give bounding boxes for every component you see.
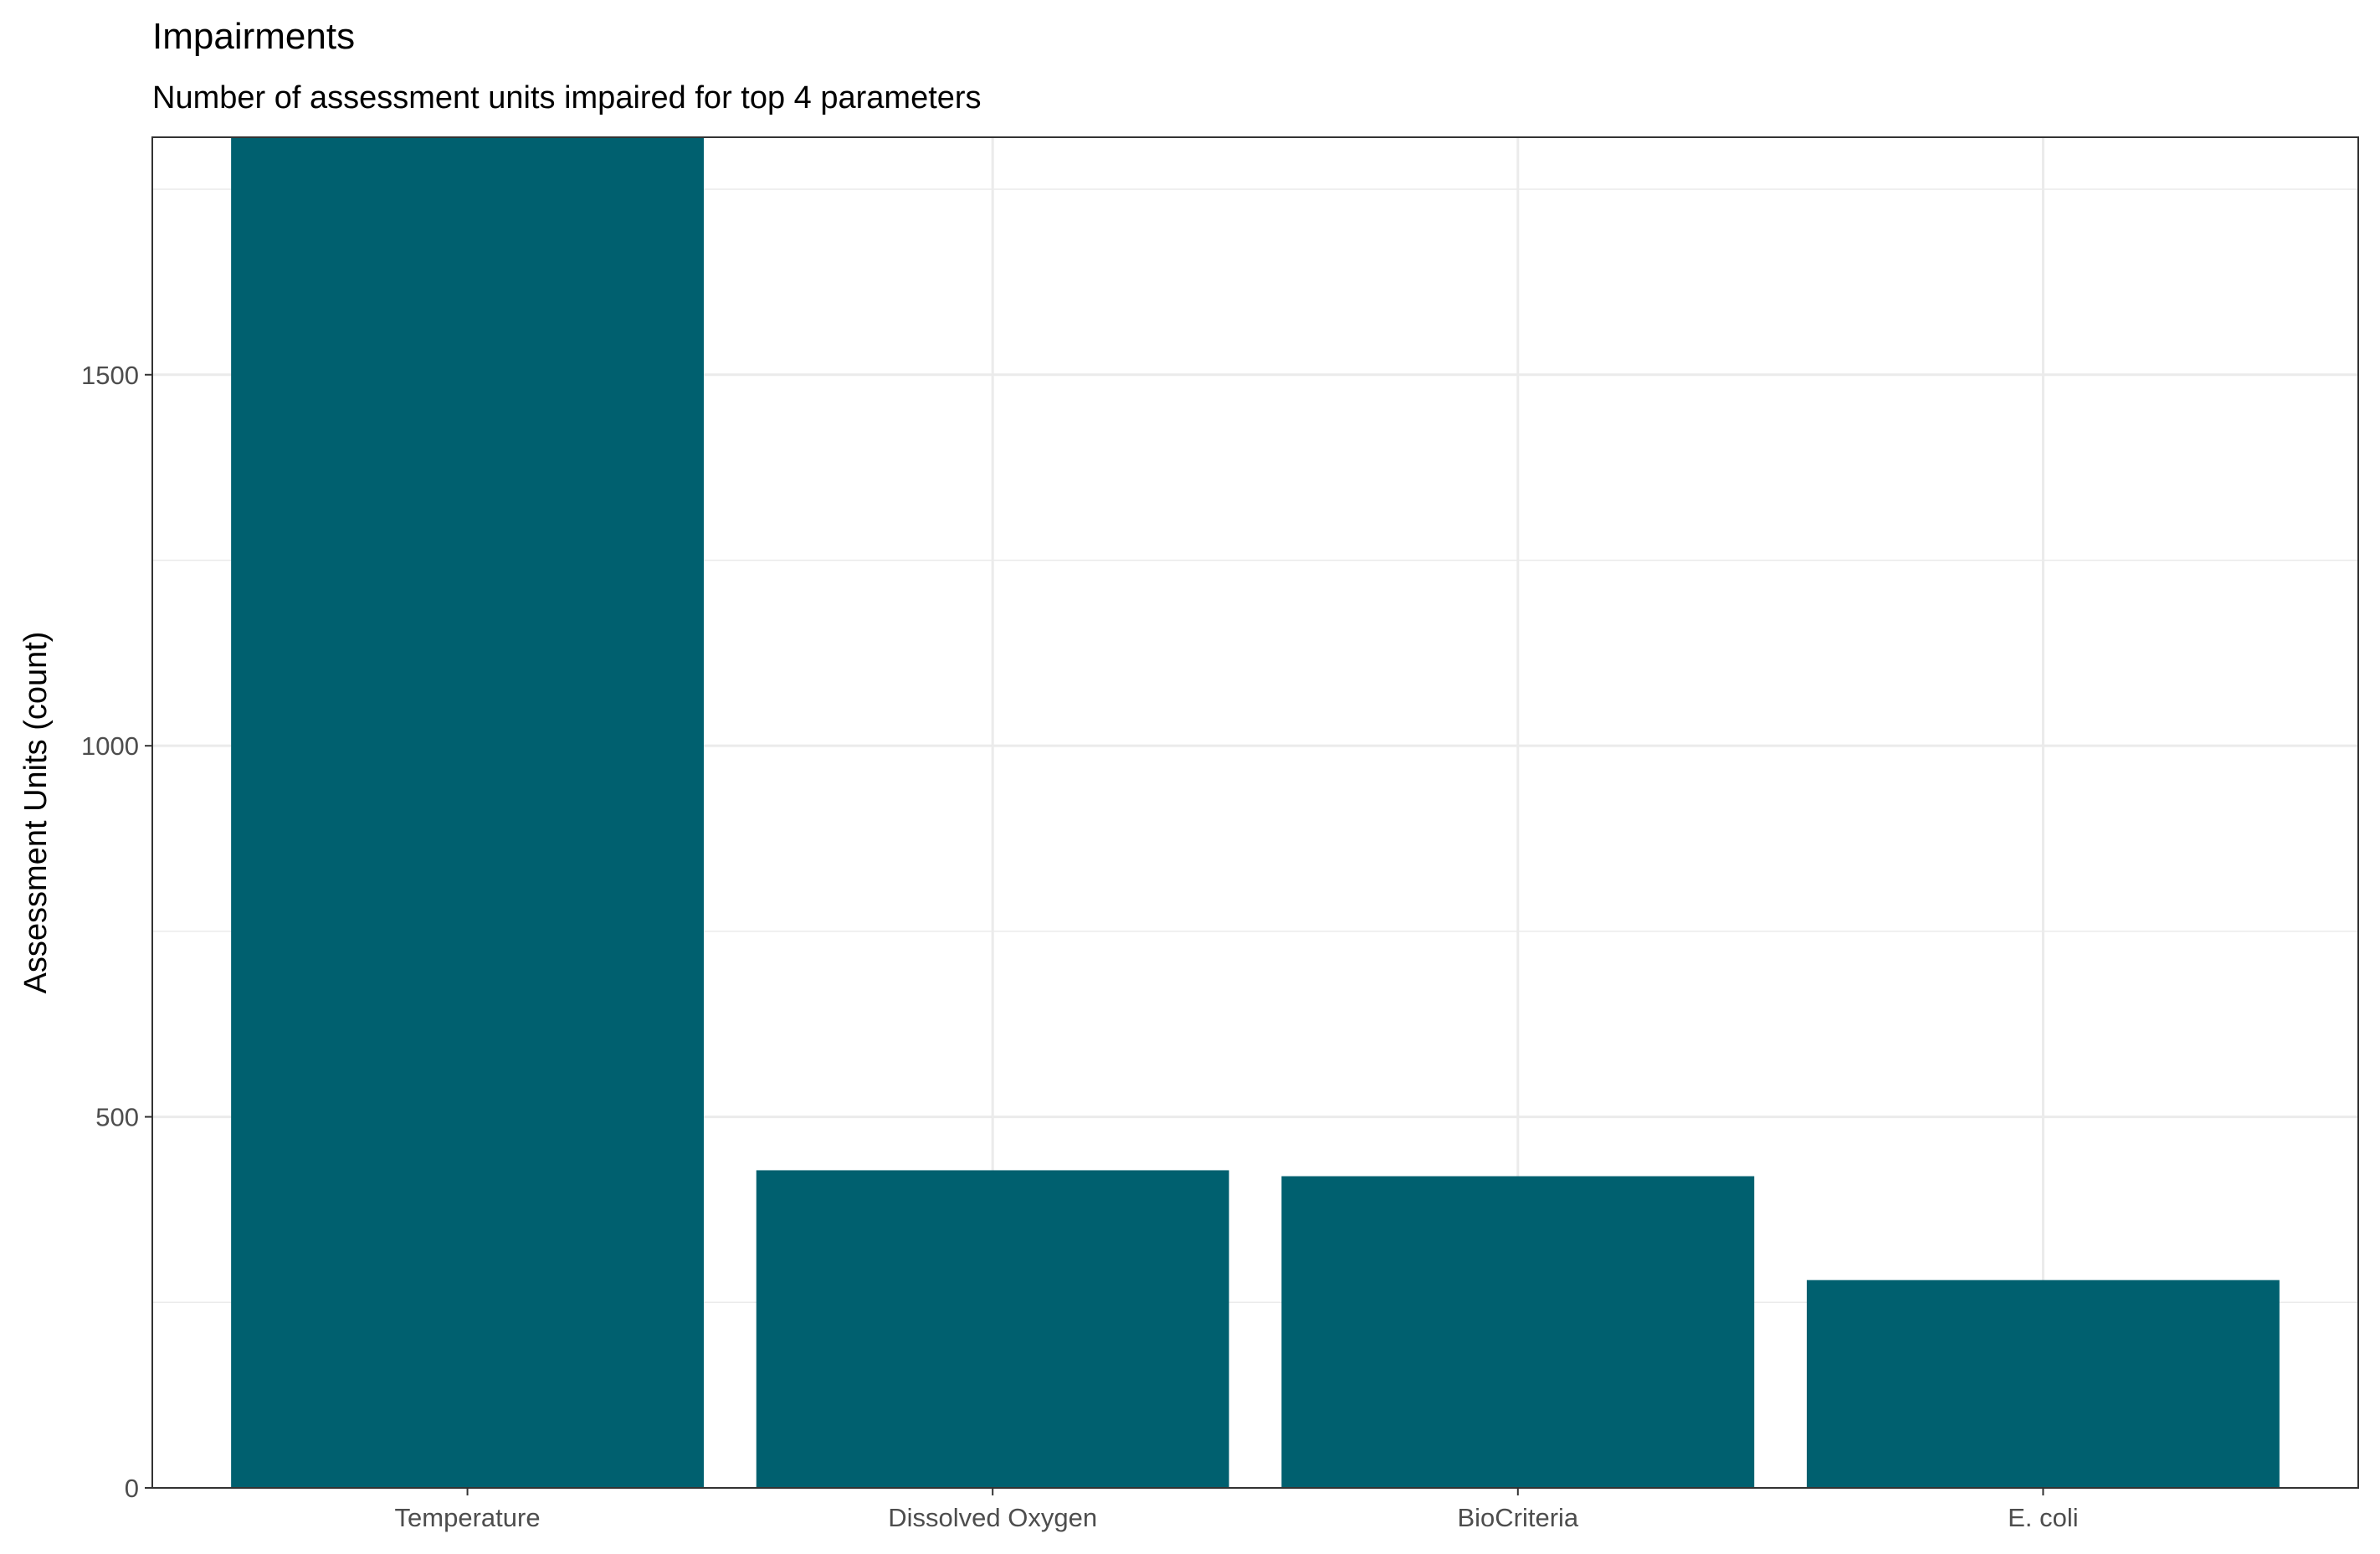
y-axis-title: Assessment Units (count) <box>18 632 54 994</box>
bar <box>1281 1176 1755 1488</box>
y-axis: 0 500 1000 1500 <box>81 361 152 1503</box>
x-tick-label: BioCriteria <box>1457 1503 1578 1532</box>
y-tick-label: 500 <box>95 1103 139 1132</box>
bar <box>231 137 705 1488</box>
plot-panel-border <box>151 136 2359 1489</box>
y-tick-label: 1500 <box>81 361 139 390</box>
bars <box>231 137 2280 1488</box>
x-tick-label: Dissolved Oxygen <box>888 1503 1097 1532</box>
x-axis: Temperature Dissolved Oxygen BioCriteria E.… <box>395 1488 2079 1532</box>
x-tick-label: E. coli <box>2008 1503 2078 1532</box>
y-tick-label: 0 <box>125 1474 139 1503</box>
bar <box>1807 1280 2280 1488</box>
chart-title: Impairments <box>152 16 355 57</box>
y-tick-label: 1000 <box>81 731 139 761</box>
bar <box>756 1170 1229 1488</box>
x-tick-label: Temperature <box>395 1503 541 1532</box>
chart-subtitle: Number of assessment units impaired for … <box>152 80 982 115</box>
